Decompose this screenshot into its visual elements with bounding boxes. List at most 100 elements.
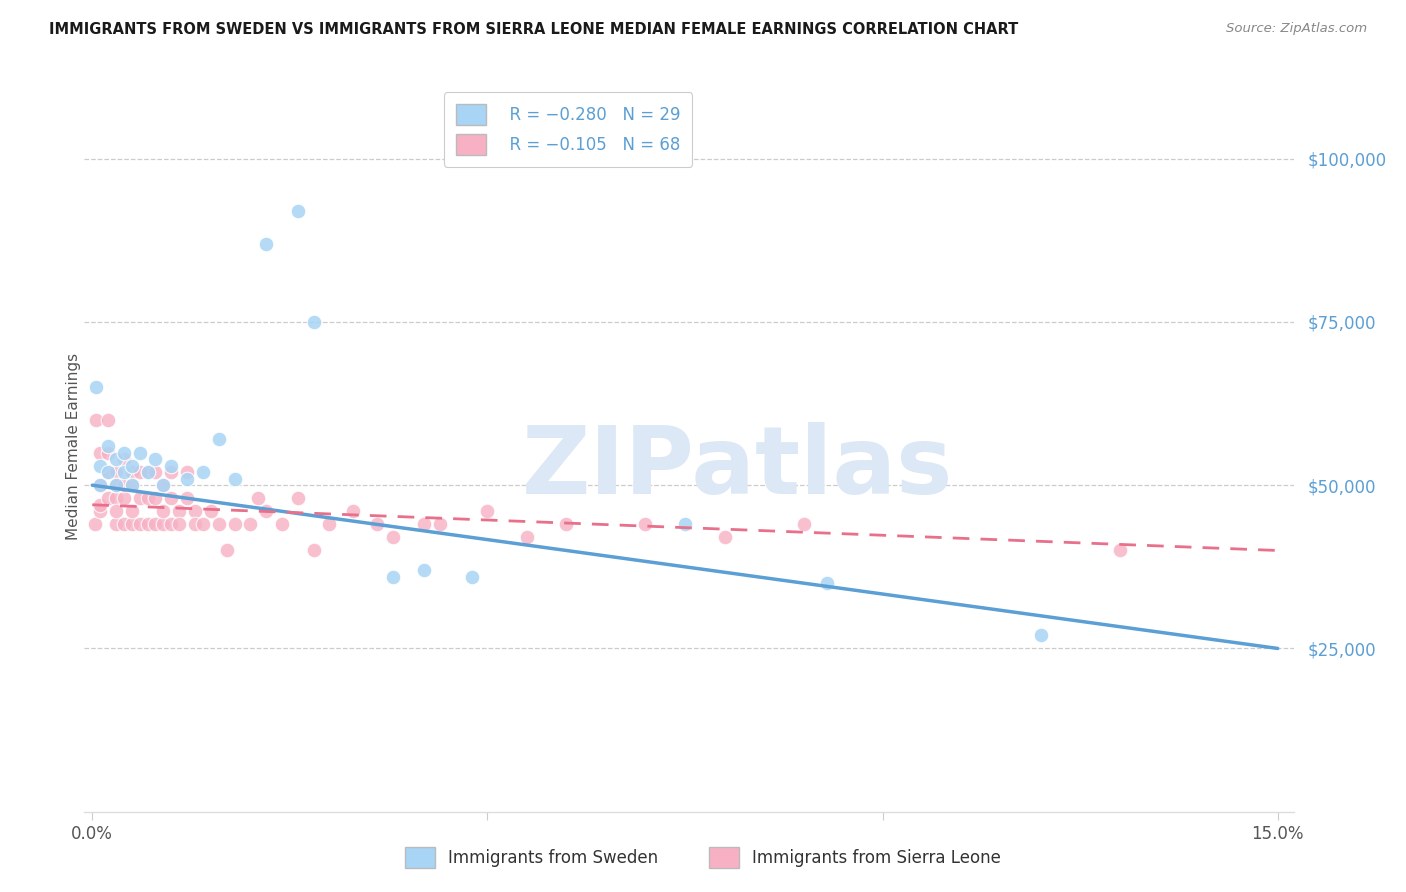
Point (136, 465, 159, 479)
Point (97, 439, 120, 453)
Point (191, 465, 214, 479)
Point (224, 472, 246, 486)
Point (200, 504, 222, 518)
Point (302, 315, 325, 329)
Point (104, 452, 127, 467)
Point (477, 504, 499, 518)
Point (104, 478, 127, 492)
Point (136, 517, 159, 532)
Point (208, 517, 231, 532)
Point (673, 517, 696, 532)
Point (208, 433, 231, 447)
Point (815, 576, 838, 591)
Point (271, 517, 294, 532)
Legend: Immigrants from Sweden, Immigrants from Sierra Leone: Immigrants from Sweden, Immigrants from … (396, 838, 1010, 877)
Point (89, 504, 111, 518)
Point (318, 517, 340, 532)
Point (366, 517, 388, 532)
Point (167, 504, 190, 518)
Point (128, 445, 150, 459)
Point (429, 517, 451, 532)
Point (413, 563, 436, 577)
Text: ZIPatlas: ZIPatlas (522, 422, 953, 514)
Point (215, 543, 238, 558)
Point (84, 380, 107, 394)
Point (136, 491, 159, 506)
Point (89, 478, 111, 492)
Point (254, 504, 277, 518)
Point (460, 569, 482, 583)
Point (152, 478, 174, 492)
Point (160, 465, 183, 479)
Point (136, 465, 159, 479)
Point (121, 478, 143, 492)
Point (1108, 543, 1130, 558)
Point (1029, 628, 1052, 642)
Point (413, 517, 436, 532)
Point (97, 465, 120, 479)
Point (184, 517, 207, 532)
Point (145, 517, 167, 532)
Point (152, 517, 174, 532)
Point (89, 478, 111, 492)
Point (145, 491, 167, 506)
Point (516, 530, 538, 544)
Point (97, 465, 120, 479)
Point (342, 504, 364, 518)
Point (160, 517, 183, 532)
Point (191, 517, 214, 532)
Point (713, 530, 735, 544)
Point (254, 236, 277, 251)
Point (145, 452, 167, 467)
Point (89, 498, 111, 512)
Point (112, 445, 135, 459)
Point (287, 491, 309, 506)
Point (97, 413, 120, 427)
Point (176, 465, 198, 479)
Point (302, 543, 325, 558)
Point (145, 465, 167, 479)
Point (634, 517, 657, 532)
Point (128, 465, 150, 479)
Point (104, 517, 127, 532)
Point (160, 458, 183, 473)
Point (160, 491, 183, 506)
Point (104, 491, 127, 506)
Point (287, 203, 309, 218)
Point (112, 465, 135, 479)
Point (381, 530, 404, 544)
Point (176, 472, 198, 486)
Point (128, 517, 150, 532)
Point (176, 491, 198, 506)
Point (555, 517, 578, 532)
Point (121, 504, 143, 518)
Legend:   R = −0.280   N = 29,   R = −0.105   N = 68: R = −0.280 N = 29, R = −0.105 N = 68 (444, 92, 692, 167)
Point (89, 458, 111, 473)
Point (121, 478, 143, 492)
Point (89, 445, 111, 459)
Point (83, 517, 105, 532)
Point (84, 413, 107, 427)
Point (184, 504, 207, 518)
Point (112, 452, 135, 467)
Point (167, 517, 190, 532)
Point (104, 465, 127, 479)
Point (247, 491, 270, 506)
Point (152, 504, 174, 518)
Point (112, 478, 135, 492)
Point (793, 517, 815, 532)
Point (97, 491, 120, 506)
Point (97, 445, 120, 459)
Point (121, 465, 143, 479)
Point (121, 458, 143, 473)
Text: IMMIGRANTS FROM SWEDEN VS IMMIGRANTS FROM SIERRA LEONE MEDIAN FEMALE EARNINGS CO: IMMIGRANTS FROM SWEDEN VS IMMIGRANTS FRO… (49, 22, 1018, 37)
Point (152, 478, 174, 492)
Point (104, 504, 127, 518)
Point (128, 491, 150, 506)
Point (224, 517, 246, 532)
Y-axis label: Median Female Earnings: Median Female Earnings (66, 352, 80, 540)
Point (112, 491, 135, 506)
Text: Source: ZipAtlas.com: Source: ZipAtlas.com (1226, 22, 1367, 36)
Point (112, 517, 135, 532)
Point (121, 517, 143, 532)
